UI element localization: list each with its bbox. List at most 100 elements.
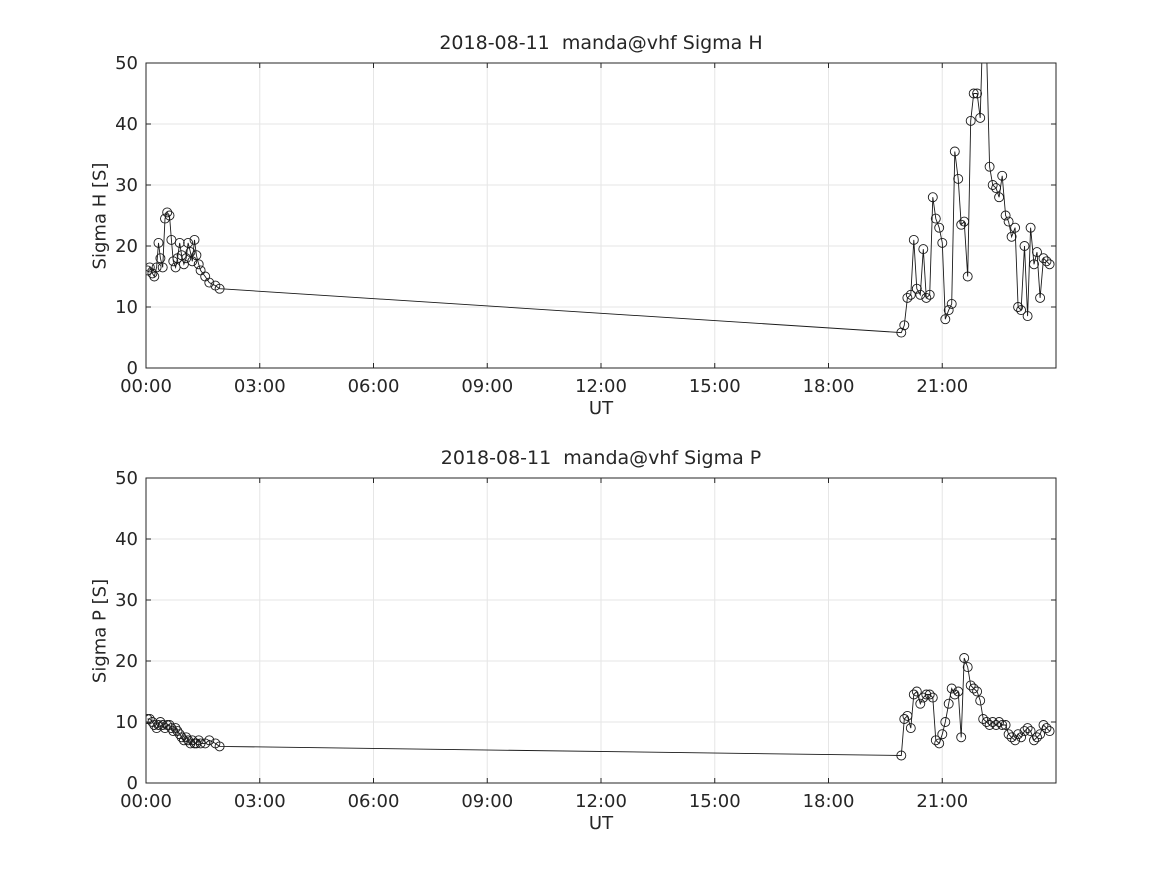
data-point-marker	[979, 10, 988, 19]
data-point-marker	[991, 183, 1002, 194]
data-point-marker	[204, 735, 215, 746]
data-point-marker	[981, 717, 992, 727]
data-point-marker	[937, 237, 948, 248]
data-point-marker	[191, 250, 202, 261]
data-point-marker	[956, 219, 967, 230]
y-tick-label: 30	[115, 175, 138, 196]
data-point-marker	[972, 686, 983, 697]
data-point-marker	[965, 680, 976, 691]
data-point-marker	[968, 88, 979, 99]
data-point-marker	[183, 237, 194, 248]
data-point-marker	[168, 726, 179, 737]
data-point-marker	[1013, 729, 1024, 740]
y-tick-label: 50	[115, 53, 138, 74]
data-point-marker	[1003, 729, 1014, 740]
x-tick-label: 00:00	[120, 791, 172, 812]
data-point-marker	[994, 717, 1005, 727]
data-point-marker	[1022, 311, 1033, 322]
data-point-marker	[946, 683, 957, 694]
data-point-marker	[946, 298, 957, 309]
data-point-marker	[997, 170, 1008, 181]
data-point-marker	[959, 216, 970, 227]
chart1-title: 2018-08-11 manda@vhf Sigma H	[439, 32, 763, 54]
x-tick-label: 12:00	[575, 376, 627, 397]
data-point-marker	[149, 720, 160, 730]
x-tick-label: 18:00	[803, 376, 855, 397]
data-point-marker	[896, 327, 907, 338]
data-point-marker	[987, 180, 998, 190]
data-point-marker	[927, 692, 938, 703]
data-point-marker	[1006, 231, 1017, 242]
data-point-marker	[1044, 259, 1055, 270]
data-point-marker	[943, 698, 954, 709]
data-point-marker	[908, 234, 919, 245]
data-point-marker	[911, 283, 922, 294]
data-point-marker	[899, 714, 910, 724]
y-tick-label: 40	[115, 529, 138, 550]
y-tick-label: 20	[115, 651, 138, 672]
x-tick-label: 21:00	[916, 376, 968, 397]
data-point-marker	[1010, 222, 1021, 233]
data-point-marker	[214, 283, 225, 294]
data-point-marker	[162, 207, 173, 218]
data-point-marker	[915, 698, 926, 709]
chart2-xlabel: UT	[588, 813, 614, 834]
x-tick-label: 18:00	[803, 791, 855, 812]
data-point-marker	[953, 686, 964, 697]
data-point-marker	[921, 292, 932, 303]
data-point-marker	[164, 210, 175, 221]
data-point-marker	[905, 289, 916, 300]
data-point-marker	[151, 262, 162, 273]
data-point-marker	[1006, 732, 1017, 743]
data-point-marker	[930, 735, 941, 746]
data-point-marker	[1029, 259, 1039, 270]
data-point-marker	[984, 161, 995, 172]
y-tick-label: 30	[115, 590, 138, 611]
series-line	[147, 63, 1050, 334]
data-point-marker	[918, 692, 929, 703]
data-point-marker	[153, 237, 164, 248]
data-point-marker	[994, 192, 1005, 203]
x-tick-label: 03:00	[234, 376, 286, 397]
data-point-marker	[1003, 216, 1014, 227]
x-tick-label: 09:00	[461, 791, 513, 812]
data-point-marker	[991, 720, 1002, 730]
x-tick-label: 15:00	[689, 376, 741, 397]
data-point-marker	[940, 717, 951, 727]
data-point-marker	[214, 741, 225, 752]
data-point-marker	[174, 237, 185, 248]
data-point-marker	[997, 720, 1008, 730]
data-point-marker	[178, 735, 189, 746]
chart2-title: 2018-08-11 manda@vhf Sigma P	[440, 447, 762, 469]
data-point-marker	[968, 683, 979, 694]
data-point-marker	[953, 173, 964, 184]
data-point-marker	[1016, 732, 1027, 743]
data-point-marker	[940, 314, 951, 325]
data-point-marker	[921, 689, 932, 700]
data-point-marker	[930, 213, 941, 224]
data-point-marker	[151, 723, 162, 734]
data-point-marker	[905, 723, 916, 734]
data-point-marker	[965, 115, 976, 126]
data-point-marker	[962, 662, 973, 673]
data-point-marker	[1000, 210, 1011, 221]
series-line	[147, 657, 1050, 756]
data-point-marker	[975, 112, 986, 123]
data-point-marker	[185, 247, 196, 258]
data-point-marker	[1035, 729, 1046, 740]
data-point-marker	[193, 259, 204, 270]
data-point-marker	[902, 292, 913, 303]
data-point-marker	[1025, 726, 1036, 737]
data-point-marker	[902, 710, 913, 721]
data-point-marker	[918, 244, 929, 255]
data-point-marker	[934, 222, 945, 233]
data-point-marker	[908, 689, 919, 700]
data-point-marker	[949, 689, 960, 700]
x-tick-label: 03:00	[234, 791, 286, 812]
y-tick-label: 0	[127, 773, 138, 794]
data-point-marker	[204, 277, 215, 288]
data-series	[146, 10, 1055, 338]
data-point-marker	[146, 265, 153, 276]
data-point-marker	[157, 720, 168, 730]
data-point-marker	[984, 720, 995, 730]
